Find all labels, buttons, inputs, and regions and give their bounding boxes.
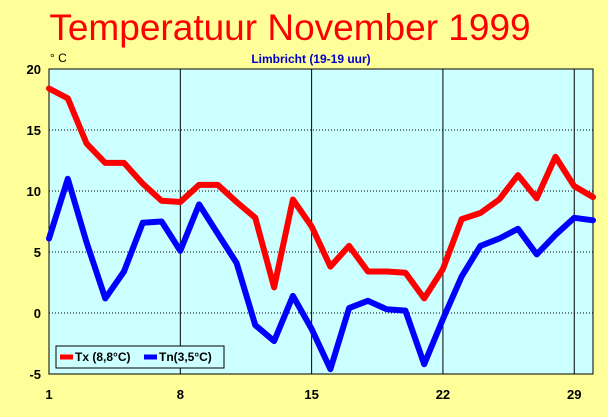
y-tick-label: 0 — [34, 306, 41, 321]
plot-area — [48, 68, 594, 375]
chart-title: Temperatuur November 1999 — [49, 7, 530, 48]
series-line-tx — [46, 85, 596, 302]
legend: Tx (8,8°C) Tn(3,5°C) — [55, 345, 225, 369]
legend-label-tn: Tn(3,5°C) — [159, 350, 212, 364]
x-tick-label: 15 — [304, 387, 318, 402]
y-tick-label: -5 — [29, 367, 41, 382]
x-tick-label: 1 — [45, 387, 52, 402]
y-tick-label: 20 — [27, 62, 41, 77]
y-axis-unit: ° C — [50, 51, 67, 65]
y-tick-label: 10 — [27, 184, 41, 199]
legend-label-tx: Tx (8,8°C) — [75, 350, 130, 364]
legend-box — [55, 345, 225, 369]
x-tick-label: 29 — [567, 387, 581, 402]
tick-labels: -5 0 5 10 15 20 1 8 15 22 29 — [27, 62, 582, 402]
x-tick-label: 8 — [177, 387, 184, 402]
series-line-tn — [46, 175, 596, 373]
chart-subtitle: Limbricht (19-19 uur) — [251, 52, 370, 66]
y-tick-label: 15 — [27, 123, 41, 138]
x-tick-label: 22 — [436, 387, 450, 402]
series-lines — [46, 85, 596, 373]
y-tick-label: 5 — [34, 245, 41, 260]
